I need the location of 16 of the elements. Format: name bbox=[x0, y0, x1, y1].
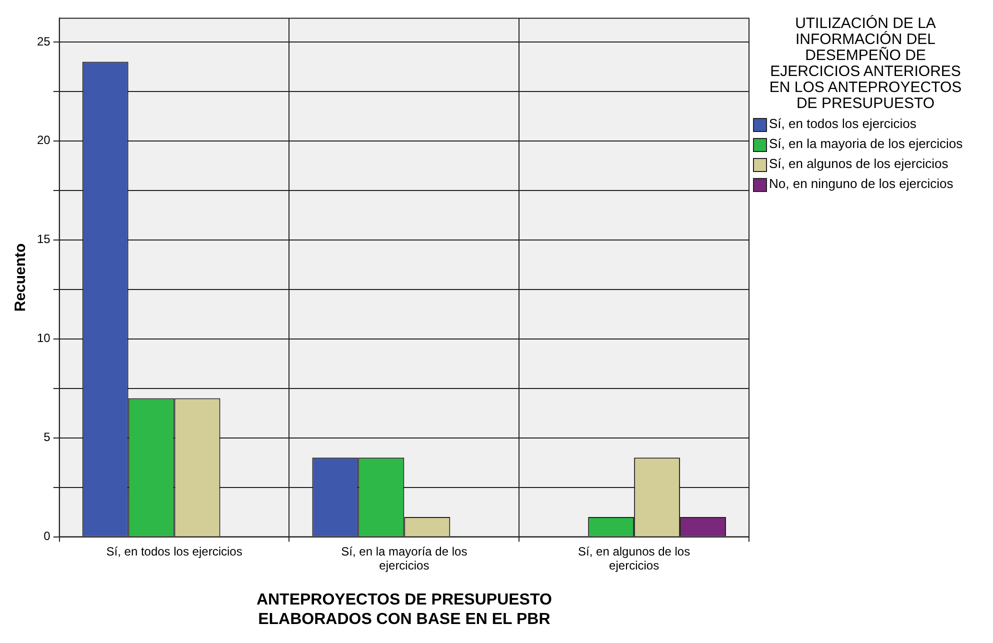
x-axis-title: ANTEPROYECTOS DE PRESUPUESTO ELABORADOS CON BASE EN EL PBR bbox=[256, 592, 552, 628]
legend-label: Sí, en todos los ejercicios bbox=[769, 116, 916, 131]
legend-label: Sí, en algunos de los ejercicios bbox=[769, 156, 948, 171]
legend-label: No, en ninguno de los ejercicios bbox=[769, 176, 954, 191]
y-tick-label: 15 bbox=[36, 232, 51, 246]
legend-title: UTILIZACIÓN DE LA INFORMACIÓN DEL DESEMPEÑO DE EJERCICIOS ANTERIORES EN LOS ANTEPROYECTOS DE PRESUPUESTO bbox=[768, 15, 963, 112]
y-tick-label: 25 bbox=[36, 34, 51, 48]
x-tick-label: Sí, en la mayoría de los ejercicios bbox=[341, 544, 468, 573]
y-tick-label: 20 bbox=[36, 133, 51, 148]
x-tick-label: Sí, en todos los ejercicios bbox=[106, 544, 242, 558]
y-tick-label: 10 bbox=[36, 331, 51, 346]
y-tick-label: 0 bbox=[44, 529, 51, 544]
legend-label: Sí, en la mayoria de los ejercicios bbox=[769, 136, 963, 151]
x-tick-label: Sí, en algunos de los ejercicios bbox=[578, 544, 690, 573]
y-axis-title: Recuento bbox=[12, 243, 30, 312]
y-tick-label: 5 bbox=[44, 430, 51, 444]
